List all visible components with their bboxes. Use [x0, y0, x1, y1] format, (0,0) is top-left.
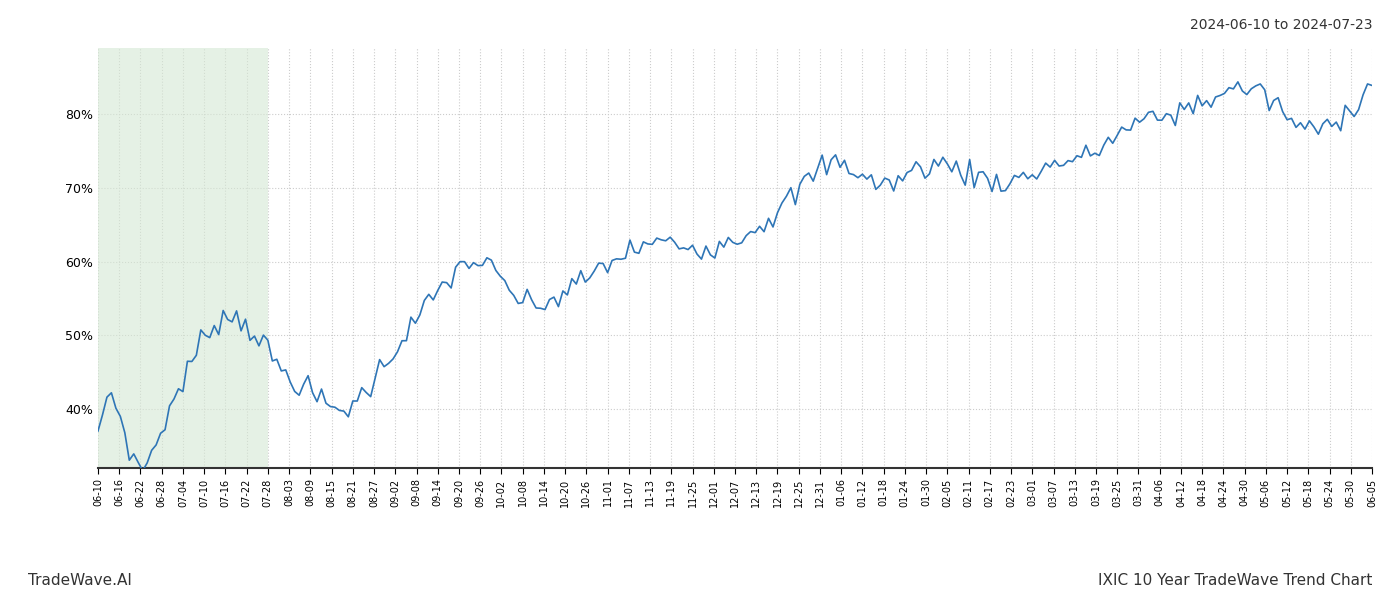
Text: IXIC 10 Year TradeWave Trend Chart: IXIC 10 Year TradeWave Trend Chart	[1098, 573, 1372, 588]
Text: 2024-06-10 to 2024-07-23: 2024-06-10 to 2024-07-23	[1190, 18, 1372, 32]
Bar	[98, 48, 267, 468]
Text: TradeWave.AI: TradeWave.AI	[28, 573, 132, 588]
